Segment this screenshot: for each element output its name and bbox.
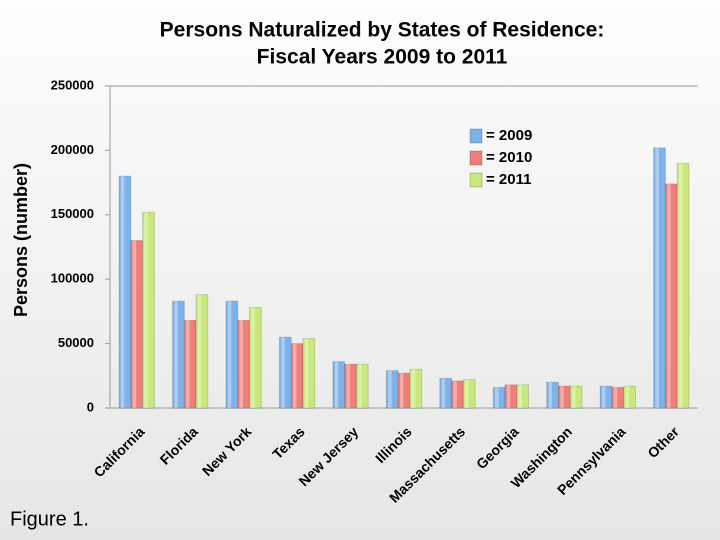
legend-label: = 2010 (486, 149, 532, 166)
legend-label: = 2009 (486, 127, 532, 144)
bar (278, 336, 292, 409)
bar (195, 294, 209, 409)
bar (439, 377, 453, 409)
x-tick-label: Other (644, 423, 682, 461)
bar (290, 343, 304, 409)
x-tick-label: Florida (157, 423, 201, 467)
x-tick-label: California (90, 423, 147, 480)
y-tick-label: 100000 (51, 271, 94, 286)
bar (611, 386, 625, 409)
bar (623, 385, 636, 409)
bar (451, 380, 464, 409)
bar (332, 361, 346, 409)
bar (397, 372, 411, 409)
x-tick-label: Texas (269, 423, 308, 462)
bar (504, 384, 518, 409)
y-tick-label: 200000 (51, 142, 94, 157)
bar (355, 363, 369, 409)
y-tick-label: 150000 (51, 206, 94, 221)
legend-swatch (469, 128, 483, 144)
bar (225, 300, 239, 409)
chart-subtitle: Fiscal Years 2009 to 2011 (257, 46, 508, 69)
bar (237, 319, 251, 409)
bar (344, 363, 357, 409)
bar (130, 240, 144, 409)
x-tick-label: Illinois (372, 423, 415, 466)
bar (676, 162, 690, 409)
bar (118, 175, 132, 409)
bar (546, 381, 559, 409)
bar (409, 368, 423, 409)
legend-swatch (469, 172, 483, 188)
x-tick-label: New York (199, 423, 255, 479)
y-tick-label: 250000 (51, 77, 94, 92)
annotation: Figure 1. (10, 508, 89, 530)
bar (653, 147, 666, 409)
bar (462, 379, 476, 409)
bar (302, 337, 316, 409)
y-tick-label: 50000 (58, 335, 94, 350)
bar (142, 211, 155, 409)
bar (249, 307, 262, 409)
bar (664, 183, 678, 409)
bar (385, 370, 399, 409)
bar (569, 385, 583, 409)
chart-title: Persons Naturalized by States of Residen… (160, 19, 605, 42)
y-axis-label: Persons (number) (11, 163, 31, 317)
y-tick-label: 0 (87, 399, 94, 414)
legend-swatch (469, 150, 483, 166)
bar (492, 386, 506, 409)
bar (516, 384, 530, 409)
bar (183, 319, 197, 409)
bar (557, 385, 571, 409)
bar (599, 385, 613, 409)
legend-label: = 2011 (486, 171, 531, 188)
x-tick-label: Georgia (473, 423, 522, 472)
bar (172, 300, 185, 409)
